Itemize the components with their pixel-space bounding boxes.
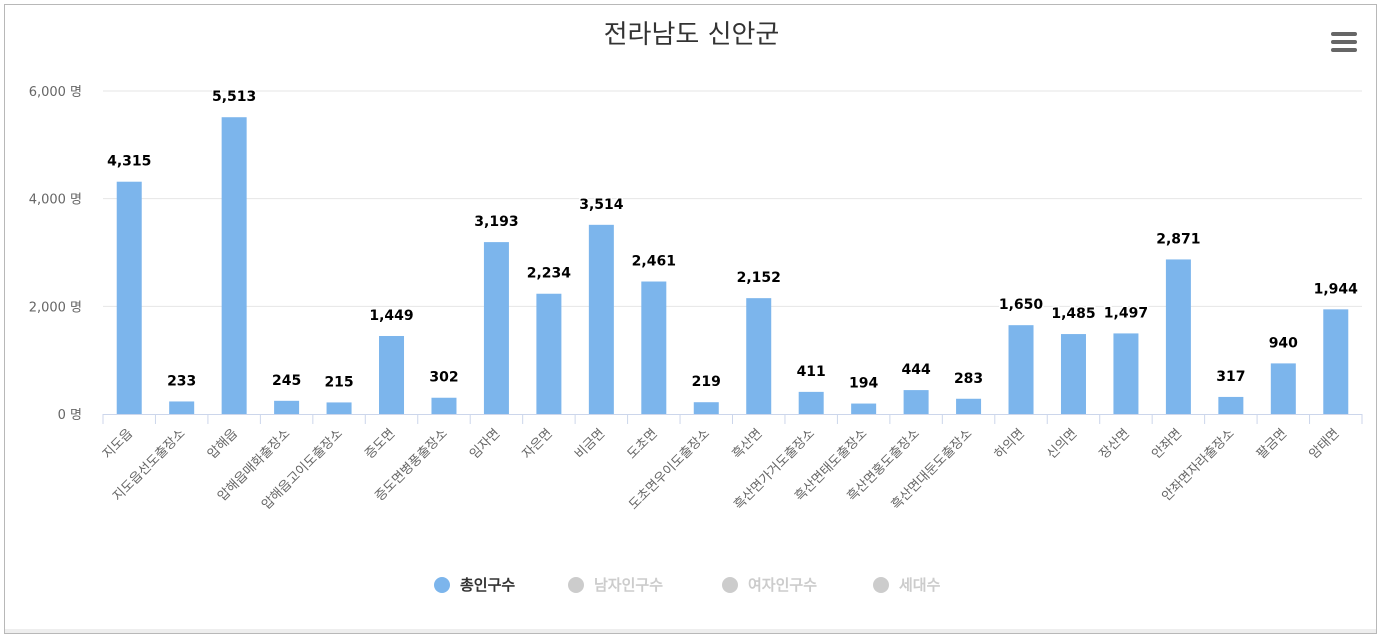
bar	[1270, 363, 1296, 414]
x-category-label: 지도읍	[100, 426, 136, 462]
data-label: 5,513	[212, 89, 256, 105]
data-label: 2,152	[737, 270, 781, 286]
bar	[588, 224, 614, 414]
bar	[1008, 325, 1034, 414]
data-label: 1,485	[1051, 306, 1095, 322]
legend-label: 남자인구수	[594, 576, 663, 594]
data-label: 215	[324, 374, 353, 390]
legend-symbol	[434, 577, 450, 593]
bar	[693, 402, 719, 414]
bar	[483, 242, 509, 414]
bar	[1165, 259, 1191, 414]
bar	[274, 400, 300, 414]
x-category-label: 하의면	[992, 426, 1028, 462]
data-label: 2,234	[527, 266, 572, 282]
legend-symbol	[873, 577, 889, 593]
legend-label: 세대수	[899, 576, 941, 594]
bar	[641, 281, 667, 414]
y-tick-label: 2,000 명	[29, 300, 82, 315]
legend-item[interactable]: 총인구수	[434, 576, 515, 594]
legend-label: 여자인구수	[748, 576, 817, 594]
bar	[1060, 334, 1086, 414]
x-category-label: 장산면	[1097, 426, 1133, 462]
x-category-label: 팔금면	[1254, 426, 1290, 462]
bar	[1323, 309, 1349, 414]
data-label: 317	[1216, 369, 1245, 385]
legend-item[interactable]: 세대수	[873, 576, 941, 594]
hamburger-menu-icon-bar	[1331, 40, 1357, 44]
bottom-scroll-strip	[5, 629, 1376, 633]
x-category-label: 비금면	[572, 426, 608, 462]
x-category-label: 암태면	[1307, 426, 1343, 462]
legend-symbol	[568, 577, 584, 593]
data-label: 1,449	[369, 308, 413, 324]
data-label: 411	[797, 364, 826, 380]
data-label: 3,514	[579, 197, 624, 213]
data-label: 245	[272, 373, 301, 389]
bar	[116, 181, 142, 414]
y-tick-label: 0 명	[58, 408, 82, 423]
bar	[1218, 396, 1244, 414]
data-label: 1,650	[999, 297, 1044, 313]
data-label: 3,193	[474, 214, 518, 230]
x-category-label: 안좌면	[1149, 426, 1185, 462]
bar	[326, 402, 352, 414]
bar	[903, 390, 929, 414]
data-label: 1,497	[1104, 305, 1148, 321]
bar	[1113, 333, 1139, 414]
data-label: 4,315	[107, 154, 151, 170]
data-label: 194	[849, 376, 878, 392]
chart-menu-button[interactable]	[1329, 30, 1359, 54]
bar	[431, 397, 457, 414]
data-label: 940	[1269, 335, 1298, 351]
bar	[746, 298, 772, 414]
bar	[379, 335, 405, 414]
legend-symbol	[722, 577, 738, 593]
y-tick-label: 4,000 명	[29, 193, 82, 208]
data-label: 2,461	[632, 254, 676, 270]
hamburger-menu-icon-bar	[1331, 48, 1357, 52]
data-label: 302	[429, 370, 458, 386]
x-category-label: 흑산면	[730, 426, 766, 462]
x-category-label: 도초면	[625, 426, 661, 462]
data-label: 444	[901, 362, 930, 378]
data-label: 219	[692, 374, 721, 390]
data-label: 283	[954, 371, 983, 387]
legend-item[interactable]: 여자인구수	[722, 576, 817, 594]
legend-label: 총인구수	[460, 576, 515, 594]
x-category-label: 신의면	[1044, 426, 1080, 462]
legend-item[interactable]: 남자인구수	[568, 576, 663, 594]
bar	[851, 403, 877, 414]
data-label: 2,871	[1156, 231, 1200, 247]
bar	[956, 398, 982, 414]
hamburger-menu-icon	[1331, 32, 1357, 36]
bar	[169, 401, 195, 414]
bar	[221, 117, 247, 415]
bar	[798, 391, 824, 414]
bar	[536, 293, 562, 414]
x-category-label: 자은면	[520, 426, 556, 462]
x-category-label: 압해읍	[205, 426, 241, 462]
data-label: 1,944	[1314, 281, 1359, 297]
y-tick-label: 6,000 명	[29, 85, 82, 100]
chart-title: 전라남도 신안군	[603, 20, 780, 50]
x-category-label: 임자면	[467, 426, 503, 462]
data-label: 233	[167, 373, 196, 389]
x-category-label: 증도면	[362, 426, 398, 462]
